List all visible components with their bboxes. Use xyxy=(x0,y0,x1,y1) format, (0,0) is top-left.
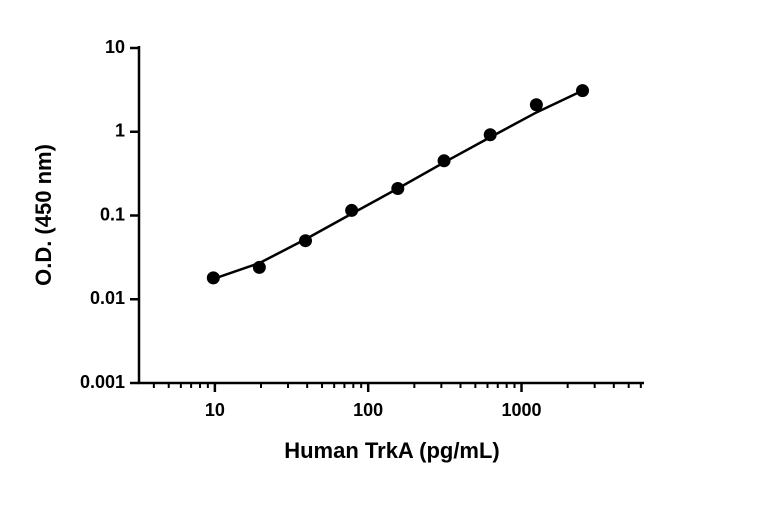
data-point xyxy=(391,182,405,196)
y-tick-label: 10 xyxy=(105,37,125,57)
x-axis-title: Human TrkA (pg/mL) xyxy=(284,438,500,463)
data-point xyxy=(345,203,359,217)
data-point xyxy=(298,234,312,248)
y-tick-label: 0.01 xyxy=(90,288,125,308)
y-tick-label: 1 xyxy=(115,121,125,141)
y-axis-title: O.D. (450 nm) xyxy=(31,144,56,286)
data-point xyxy=(437,154,451,168)
data-point xyxy=(252,260,266,274)
x-tick-label: 100 xyxy=(353,400,383,420)
y-tick-label: 0.001 xyxy=(80,372,125,392)
x-tick-label: 10 xyxy=(205,400,225,420)
data-point xyxy=(206,271,220,285)
data-point xyxy=(483,128,497,142)
y-tick-label: 0.1 xyxy=(100,204,125,224)
x-tick-label: 1000 xyxy=(501,400,541,420)
data-point xyxy=(529,98,543,112)
data-point xyxy=(576,84,590,98)
